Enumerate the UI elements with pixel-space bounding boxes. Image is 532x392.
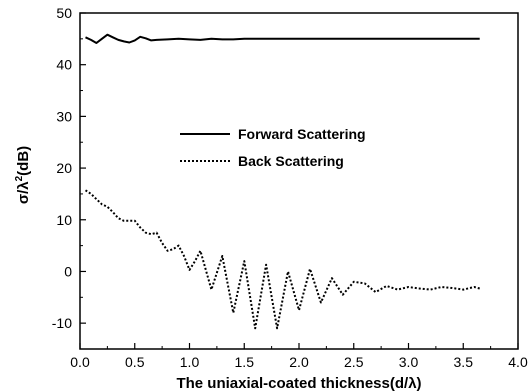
plot-area	[79, 12, 519, 350]
legend-label-forward: Forward Scattering	[238, 126, 366, 142]
y-tick-label: 30	[56, 108, 72, 124]
y-tick-label: 0	[64, 263, 72, 279]
x-tick-label: 3.5	[454, 354, 474, 370]
x-tick-label: 0.0	[70, 354, 90, 370]
y-tick-label: 40	[56, 57, 72, 73]
y-axis-title-exponent: 2	[14, 175, 25, 181]
legend: Forward Scattering Back Scattering	[180, 126, 366, 169]
y-tick-label: 20	[56, 160, 72, 176]
x-tick-label: 1.0	[180, 354, 200, 370]
series-back-scattering	[84, 189, 480, 330]
x-axis: 0.0 0.5 1.0 1.5 2.0 2.5 3.0 3.5 4.0	[70, 343, 528, 370]
x-tick-label: 4.0	[508, 354, 528, 370]
y-tick-label: -10	[52, 315, 72, 331]
series-layer	[84, 33, 480, 330]
x-tick-label: 1.5	[235, 354, 255, 370]
y-tick-label: 10	[56, 212, 72, 228]
plot-frame	[79, 12, 519, 350]
y-axis-title-sigma: σ/λ	[15, 181, 32, 204]
series-forward-scattering	[85, 33, 480, 44]
x-tick-label: 2.5	[344, 354, 364, 370]
x-tick-label: 3.0	[399, 354, 419, 370]
x-tick-label: 0.5	[125, 354, 145, 370]
legend-label-back: Back Scattering	[238, 153, 344, 169]
x-tick-label: 2.0	[289, 354, 309, 370]
y-axis-title-unit: (dB)	[15, 146, 32, 176]
y-axis-title: σ/λ2(dB)	[14, 146, 32, 204]
x-axis-title: The uniaxial-coated thickness(d/λ)	[176, 375, 421, 392]
y-tick-label: 50	[56, 5, 72, 21]
y-axis: -10 0 10 20 30 40 50	[52, 5, 86, 350]
